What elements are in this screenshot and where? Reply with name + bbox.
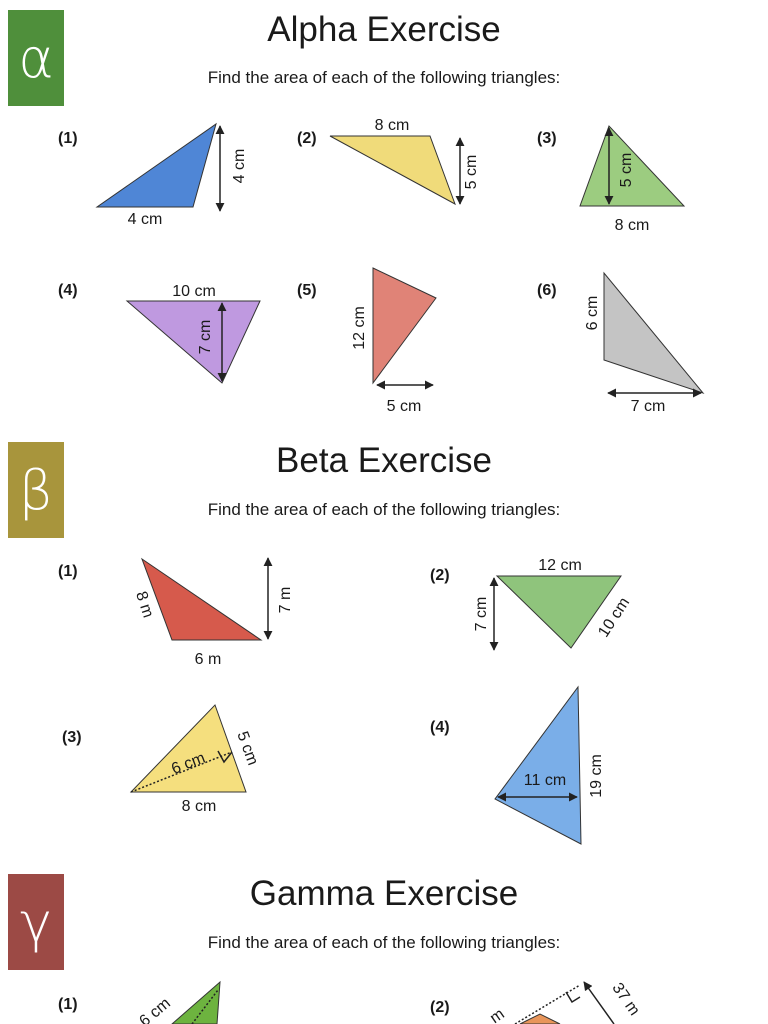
dim-label-g2-partial: m: [487, 1006, 508, 1024]
dim-label-b4-side: 19 cm: [588, 754, 605, 798]
right-angle-mark-g2: [565, 991, 581, 1004]
section-instruction-beta: Find the area of each of the following t…: [207, 500, 561, 519]
dim-label-b3-side: 5 cm: [233, 729, 261, 767]
triangle-b2: [495, 575, 622, 649]
dim-label-a4-base: 10 cm: [172, 283, 216, 300]
dim-label-b1-height: 7 m: [277, 587, 294, 614]
triangle-a2: [329, 135, 456, 206]
question-label: (6): [537, 282, 557, 299]
section-title-alpha: Alpha Exercise: [267, 10, 501, 49]
dim-label-a2-base: 8 cm: [375, 117, 410, 134]
dim-label-g1-side: 6 cm: [136, 995, 173, 1024]
section-instruction-gamma: Find the area of each of the following t…: [207, 933, 561, 952]
dim-label-b4-inner: 11 cm: [524, 772, 566, 789]
dim-label-b1-side: 8 m: [132, 589, 156, 620]
dim-label-a2-height: 5 cm: [463, 155, 480, 190]
question-label: (5): [297, 282, 317, 299]
dim-label-a1-base: 4 cm: [128, 211, 163, 228]
dim-label-a4-height: 7 cm: [197, 320, 214, 355]
dim-label-b1-base: 6 m: [195, 651, 222, 668]
dim-label-a6-height: 6 cm: [584, 296, 601, 331]
triangle-g2: [519, 1013, 561, 1024]
dim-label-b3-base: 8 cm: [182, 798, 217, 815]
alpha-badge: α: [8, 10, 64, 106]
question-label: (1): [58, 130, 78, 147]
question-label: (2): [297, 130, 317, 147]
triangle-a1: [95, 122, 217, 208]
question-label: (2): [430, 567, 450, 584]
right-angle-mark-b3: [217, 750, 233, 764]
triangle-a5: [372, 267, 437, 385]
question-label: (1): [58, 996, 78, 1013]
side-arrow-g2: [583, 981, 615, 1024]
gamma-letter: γ: [20, 890, 52, 954]
dashed-line-g2: [514, 984, 581, 1024]
gamma-badge: γ: [8, 874, 64, 970]
beta-letter: β: [18, 458, 54, 522]
dim-label-a1-height: 4 cm: [231, 149, 248, 184]
section-title-gamma: Gamma Exercise: [249, 874, 519, 913]
dim-label-a3-height: 5 cm: [618, 153, 635, 188]
beta-badge: β: [8, 442, 64, 538]
question-label: (3): [537, 130, 557, 147]
question-label: (2): [430, 999, 450, 1016]
section-title-beta: Beta Exercise: [276, 441, 492, 480]
dim-label-a5-height: 12 cm: [351, 306, 368, 350]
triangle-a6: [603, 271, 705, 395]
alpha-letter: α: [18, 26, 54, 90]
dim-label-b2-base: 12 cm: [538, 557, 582, 574]
triangle-b4: [494, 685, 582, 845]
question-label: (3): [62, 729, 82, 746]
triangle-b1: [140, 557, 263, 641]
question-label: (1): [58, 563, 78, 580]
section-instruction-alpha: Find the area of each of the following t…: [207, 68, 561, 87]
dashed-line-g1: [191, 989, 219, 1024]
dim-label-a3-base: 8 cm: [615, 217, 650, 234]
dim-label-b2-height: 7 cm: [473, 597, 490, 632]
dim-label-a6-base: 7 cm: [631, 398, 666, 415]
question-label: (4): [58, 282, 78, 299]
triangle-a4: [125, 300, 261, 384]
dim-label-g2-side: 37 m: [609, 980, 643, 1019]
question-label: (4): [430, 719, 450, 736]
dim-label-a5-base: 5 cm: [387, 398, 422, 415]
triangle-b3: [129, 704, 247, 793]
triangle-g1: [171, 980, 221, 1024]
